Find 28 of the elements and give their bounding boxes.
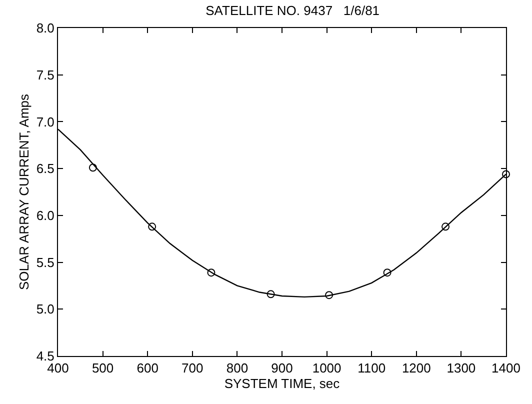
point [266,290,275,298]
x-tick-label: 1100 [358,360,386,376]
point [88,164,97,172]
y-tick-label: 7.5 [36,67,54,82]
x-tick-label: 500 [92,360,114,376]
x-tick-label: 800 [226,360,248,376]
y-tick-label: 8.0 [36,20,54,36]
x-tick-label: 1300 [446,360,476,376]
point [383,268,392,277]
point [325,291,334,300]
x-tick-label: 600 [136,360,158,376]
x-tick-label: 1400 [492,360,520,376]
y-tick-label: 7.0 [36,114,54,130]
x-tick-label: 700 [182,360,204,376]
y-tick-label: 5.0 [36,302,54,317]
y-tick-label: 6.0 [36,208,54,223]
y-tick-label: 6.5 [36,161,54,176]
y-axis-title: SOLAR ARRAY CURRENT, Amps [16,93,32,290]
x-axis-title: SYSTEM TIME, sec [224,376,340,392]
x-tick-label: 900 [271,360,293,376]
point [207,268,216,277]
point [442,222,450,231]
y-tick-label: 5.5 [36,254,54,270]
x-tick-label: 1000 [312,360,342,376]
chart-title: SATELLITE NO. 9437 1/6/81 [206,3,380,18]
point [148,222,156,231]
x-tick-label: 1200 [402,360,431,376]
point [502,170,510,178]
